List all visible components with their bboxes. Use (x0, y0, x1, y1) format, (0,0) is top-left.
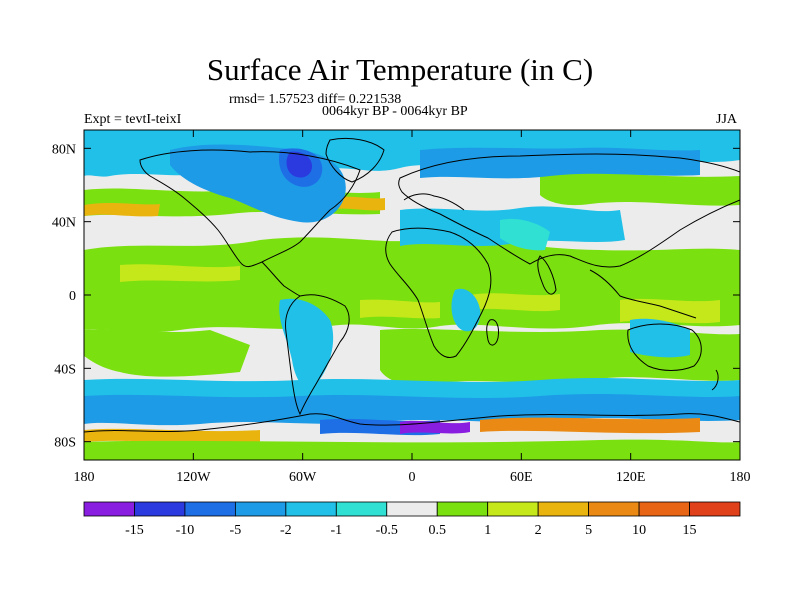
latitude-axis: 80N 40N 0 40S 80S (52, 142, 740, 451)
north-atlantic-gold (330, 196, 385, 211)
west-pacific-lime (620, 298, 720, 324)
season-label: JJA (716, 112, 738, 127)
colorbar: -15 -10 -5 -2 -1 -0.5 0.5 1 2 5 10 15 (83, 501, 741, 538)
colorbar-label: 0.5 (428, 523, 446, 538)
asia-green (540, 172, 740, 206)
indian-ocean-lime (470, 293, 560, 312)
colorbar-swatch (285, 501, 337, 517)
coastlines (84, 137, 740, 433)
colorbar-label: 10 (632, 523, 646, 538)
y-tick-label: 40N (52, 216, 76, 231)
colorbar-swatch (588, 501, 640, 517)
anomaly-fields (84, 130, 740, 460)
north-pacific-gold (84, 202, 160, 217)
x-tick-label: 60W (289, 470, 317, 485)
colorbar-label: -1 (330, 523, 342, 538)
antarctica-coast (84, 413, 740, 433)
temperature-map (84, 130, 740, 460)
colorbar-swatch (234, 501, 287, 517)
ross-sea-gold (84, 428, 260, 444)
rmsd-diff-stats: rmsd= 1.57523 diff= 0.221538 (229, 92, 402, 107)
colorbar-label: 1 (484, 523, 491, 538)
europe-coast (403, 193, 465, 211)
south-america-coast (285, 294, 350, 416)
south-america-cool (279, 298, 334, 389)
colorbar-swatch (537, 501, 590, 517)
siberia-midcool (420, 147, 700, 179)
east-africa-cool (451, 288, 481, 332)
new-zealand-coast (711, 369, 719, 391)
colorbar-label: -2 (280, 523, 292, 538)
tropical-green-band (84, 237, 740, 332)
africa-coast (385, 227, 492, 359)
colorbar-swatch (134, 501, 186, 517)
colorbar-label: 5 (585, 523, 592, 538)
colorbar-label: -5 (230, 523, 242, 538)
x-tick-label: 180 (74, 470, 95, 485)
india-coast (537, 255, 557, 295)
colorbar-label: -10 (176, 523, 195, 538)
y-tick-label: 40S (54, 362, 76, 377)
greenland-coldest (286, 151, 312, 178)
colorbar-swatch (184, 501, 236, 517)
colorbar-label: 2 (535, 523, 542, 538)
y-tick-label: 80N (52, 142, 76, 157)
x-tick-label: 120E (616, 470, 646, 485)
x-tick-label: 0 (409, 470, 416, 485)
colorbar-swatch (487, 501, 539, 517)
colorbar-swatch (436, 501, 489, 517)
southern-ocean-midcool (84, 392, 740, 426)
x-tick-label: 60E (510, 470, 533, 485)
central-pacific-lime (120, 264, 240, 282)
colorbar-swatch (386, 501, 438, 517)
greenland-coast (325, 137, 385, 183)
central-asia-teal (500, 218, 550, 251)
y-tick-label: 80S (54, 436, 76, 451)
colorbar-swatch (335, 501, 388, 517)
antarctic-warm-band (480, 417, 700, 434)
experiment-label: Expt = tevtI-teixI (84, 112, 182, 127)
australia-coast (627, 323, 702, 371)
colorbar-label: -15 (125, 523, 144, 538)
colorbar-swatch (689, 501, 741, 517)
southern-ocean-cool (84, 378, 740, 398)
colorbar-swatch (83, 501, 135, 517)
x-tick-label: 120W (176, 470, 211, 485)
colorbar-swatch (638, 501, 690, 517)
north-america-coast (139, 149, 361, 268)
colorbar-label: -0.5 (376, 523, 398, 538)
period-subtitle: 0064kyr BP - 0064kyr BP (322, 104, 468, 119)
colorbar-label: 15 (683, 523, 697, 538)
eurasia-coast (398, 153, 740, 268)
southeast-asia-coast (589, 269, 697, 319)
madagascar-coast (486, 319, 499, 346)
central-america-coast (261, 261, 301, 297)
south-atlantic-lime (360, 299, 440, 319)
x-tick-label: 180 (730, 470, 751, 485)
map-title: Surface Air Temperature (in C) (206, 52, 594, 87)
south-pacific-green (84, 329, 250, 377)
longitude-axis: 180 120W 60W 0 60E 120E 180 (74, 130, 751, 485)
antarctic-interior-green (84, 439, 740, 460)
australia-cool (630, 318, 690, 358)
y-tick-label: 0 (69, 289, 76, 304)
